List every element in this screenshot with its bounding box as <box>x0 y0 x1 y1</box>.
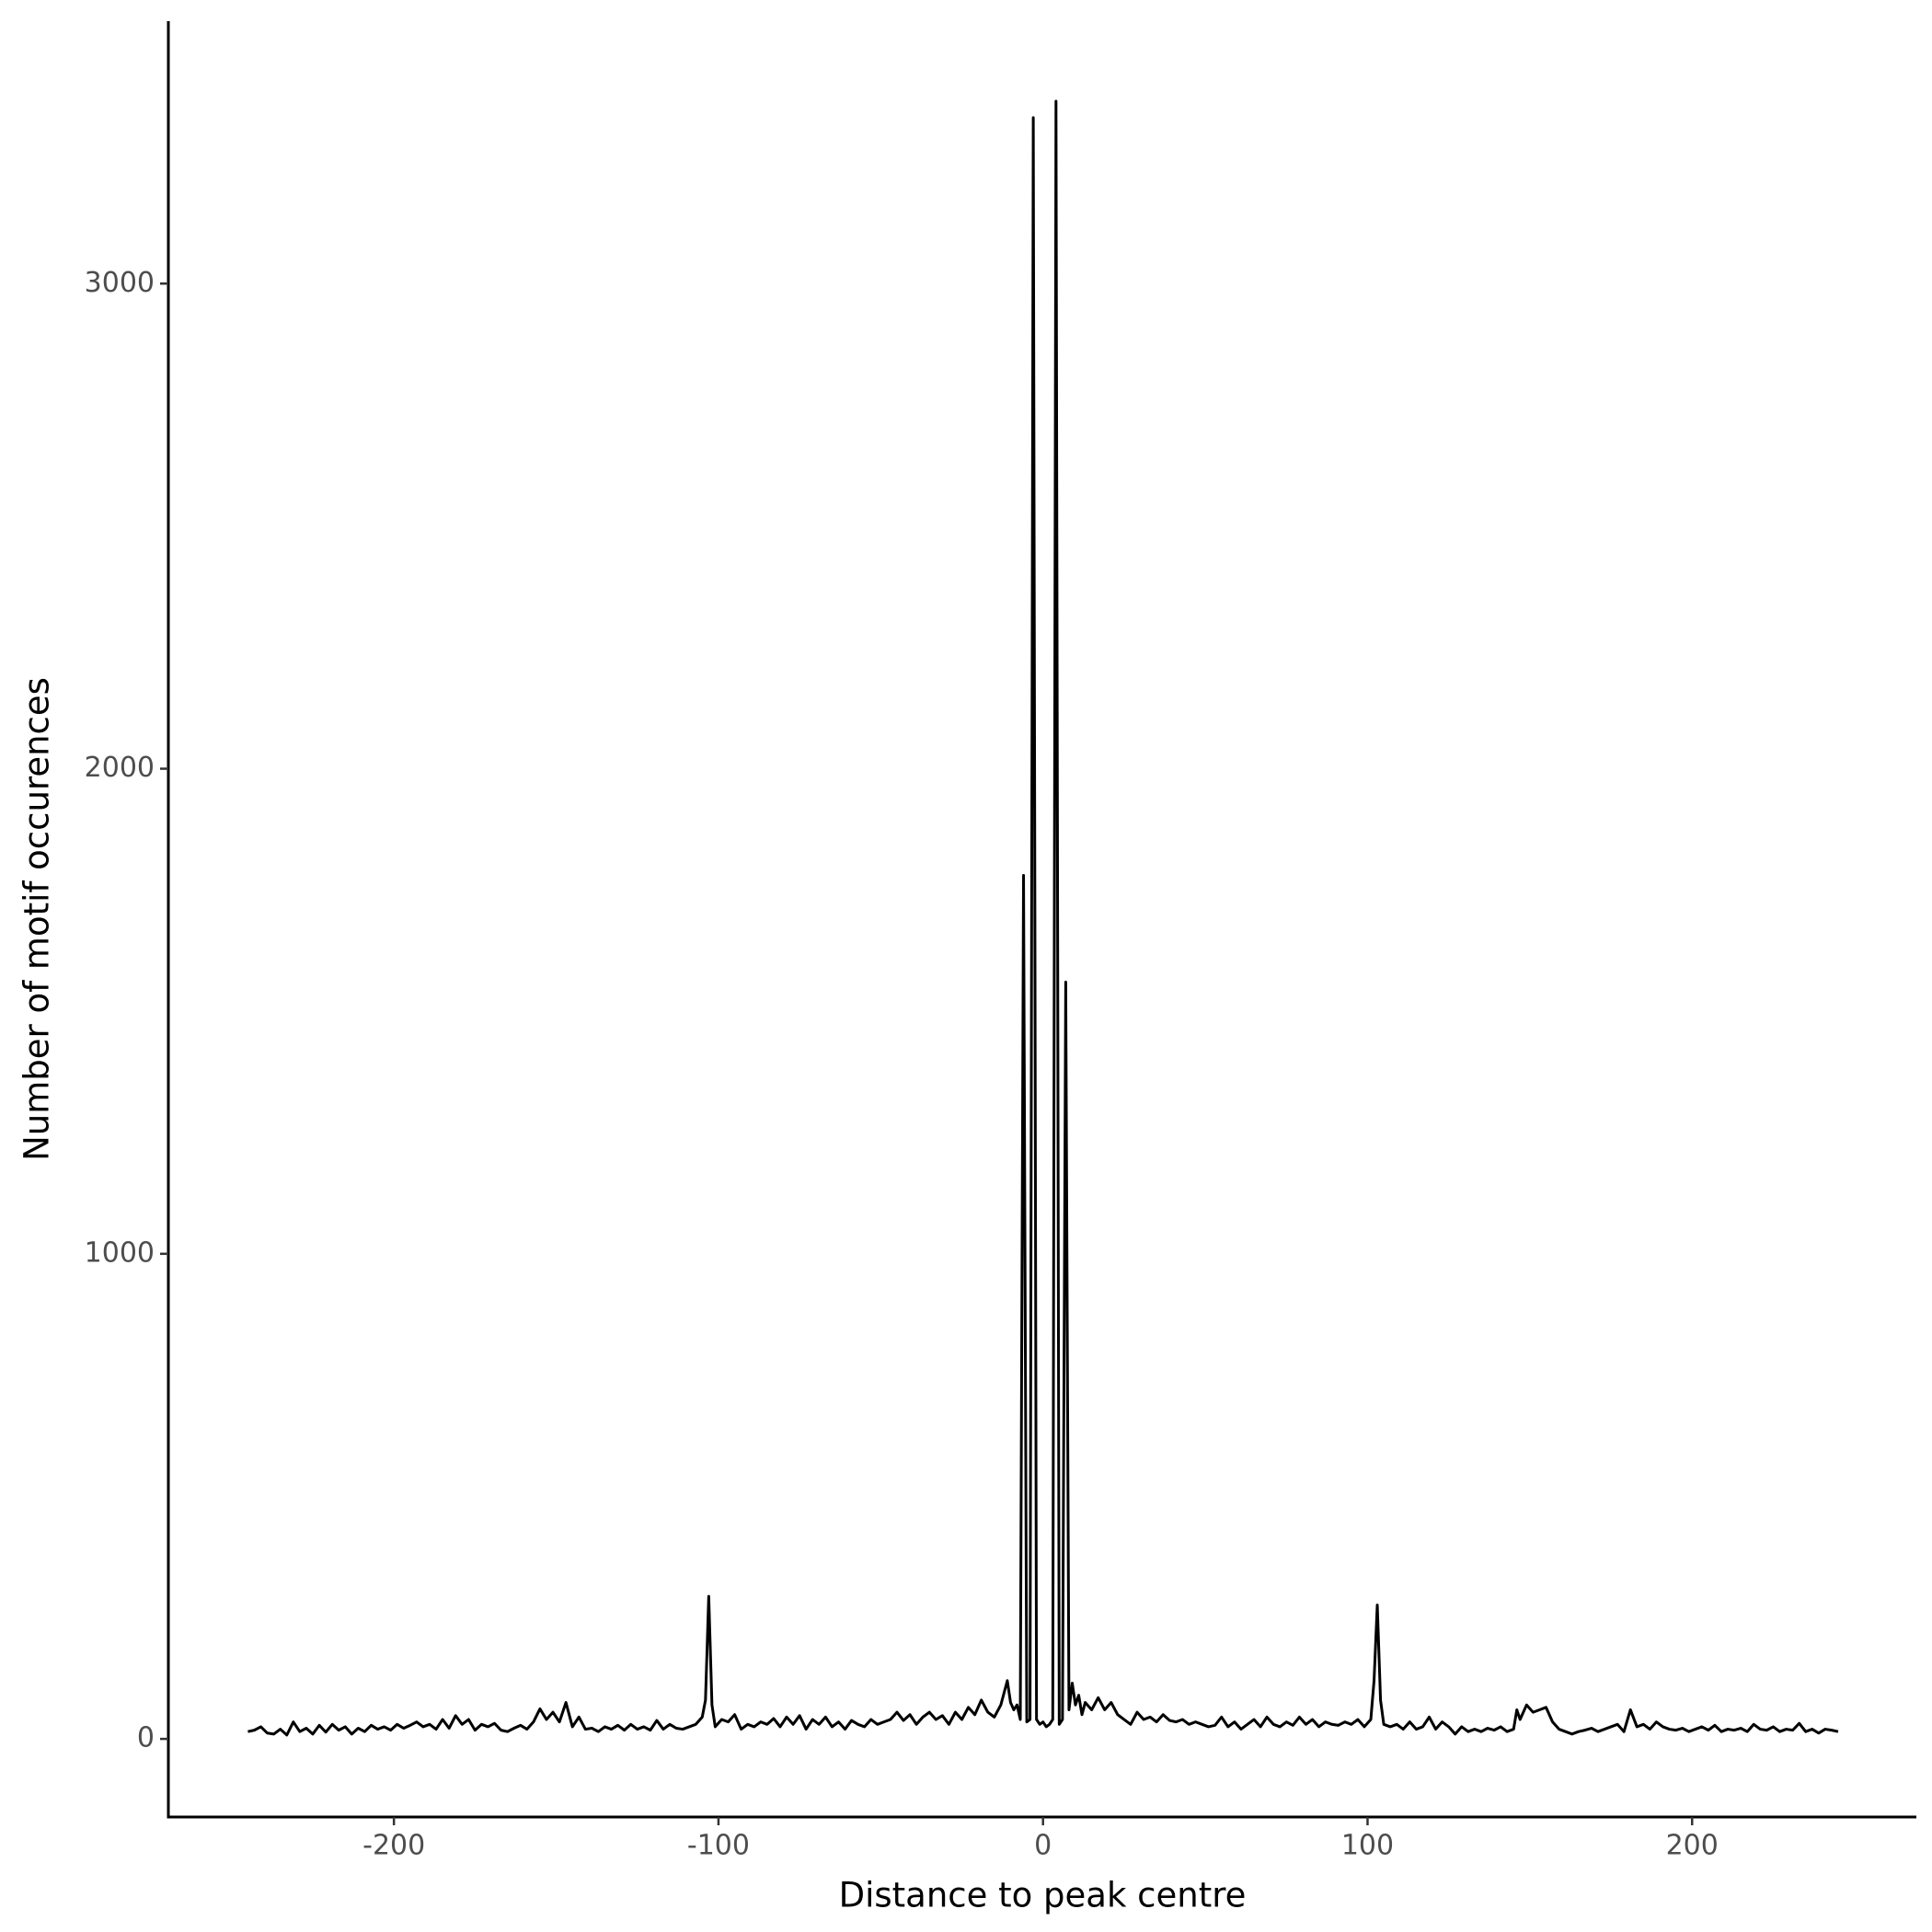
x-tick-label: 200 <box>1666 1830 1719 1862</box>
data-line <box>247 99 1839 1737</box>
y-tick-label: 1000 <box>85 1236 155 1269</box>
x-axis-title: Distance to peak centre <box>839 1876 1247 1915</box>
y-tick-label: 0 <box>137 1722 155 1754</box>
x-tick-label: 0 <box>1034 1830 1052 1862</box>
x-tick-label: 100 <box>1341 1830 1394 1862</box>
y-tick-label: 3000 <box>85 267 155 299</box>
y-tick-label: 2000 <box>85 752 155 784</box>
y-axis-title: Number of motif occurences <box>17 677 57 1161</box>
x-tick-label: -200 <box>362 1830 425 1862</box>
x-tick-label: -100 <box>687 1830 750 1862</box>
